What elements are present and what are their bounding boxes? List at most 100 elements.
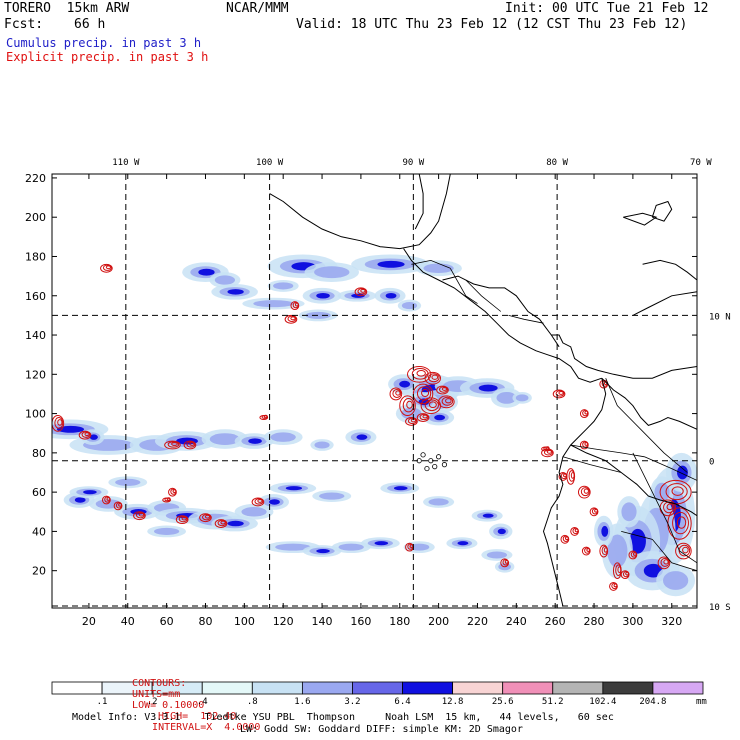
contour-low: LOW= 0.10000: [132, 700, 205, 711]
init-time: Init: 00 UTC Tue 21 Feb 12: [505, 1, 709, 16]
legend-cumulus: Cumulus precip. in past 3 h: [6, 36, 202, 50]
explicit-contour: [105, 265, 111, 270]
y-tick-label: 100: [25, 408, 46, 421]
cumulus-medium-area: [486, 551, 507, 559]
colorbar-swatch: [301, 681, 353, 695]
coastline: [403, 248, 602, 383]
explicit-contour: [220, 520, 226, 525]
coastline: [269, 174, 451, 250]
y-tick-label: 80: [32, 447, 46, 460]
country-border: [562, 456, 622, 473]
colorbar-level-label: .1: [96, 697, 108, 707]
x-tick-label: 80: [198, 615, 212, 628]
explicit-contour: [217, 519, 227, 527]
explicit-contour: [580, 487, 590, 497]
explicit-contour: [577, 485, 591, 499]
colorbar-swatch: [602, 681, 654, 695]
explicit-contour: [632, 552, 637, 556]
explicit-contour: [183, 440, 197, 450]
country-border: [570, 444, 645, 458]
explicit-contour: [354, 287, 368, 297]
explicit-contour: [584, 410, 589, 415]
cumulus-heavy-area: [269, 499, 280, 505]
cumulus-heavy-area: [83, 490, 97, 495]
explicit-contour: [102, 264, 112, 271]
explicit-contour: [254, 498, 264, 505]
cumulus-heavy-area: [497, 528, 506, 535]
coastline: [414, 174, 424, 230]
explicit-contour: [564, 536, 569, 541]
colorbar-level-label: 102.4: [589, 697, 617, 707]
y-tick-label: 120: [25, 368, 46, 381]
explicit-contour: [657, 556, 671, 570]
cumulus-heavy-area: [316, 548, 330, 554]
explicit-contour: [671, 486, 684, 496]
colorbar-level-label: 6.4: [394, 697, 411, 707]
explicit-contour: [574, 528, 579, 533]
coastline: [551, 334, 697, 379]
cumulus-medium-area: [401, 407, 422, 420]
y-tick-label: 160: [25, 290, 46, 303]
cumulus-heavy-area: [56, 425, 85, 433]
colorbar-swatch: [402, 681, 454, 695]
cumulus-medium-area: [515, 394, 529, 402]
explicit-contour: [424, 371, 442, 385]
colorbar-swatch: [51, 681, 103, 695]
cumulus-heavy-area: [227, 289, 244, 295]
explicit-contour: [405, 417, 418, 426]
explicit-contour: [178, 515, 188, 523]
cumulus-medium-area: [273, 282, 294, 290]
colorbar-swatch: [502, 681, 554, 695]
galapagos-island: [420, 452, 426, 458]
cumulus-heavy-area: [377, 260, 405, 268]
cumulus-heavy-area: [374, 541, 389, 546]
legend-explicit: Explicit precip. in past 3 h: [6, 50, 209, 64]
explicit-contour: [133, 511, 146, 521]
explicit-contour: [52, 415, 65, 432]
cumulus-heavy-area: [356, 434, 368, 440]
explicit-contour: [424, 399, 439, 412]
explicit-contour: [545, 446, 550, 450]
org-label: NCAR/MMM: [226, 1, 289, 16]
explicit-contour: [186, 441, 196, 448]
explicit-contour: [660, 557, 670, 567]
country-border: [605, 378, 688, 473]
country-border: [621, 531, 697, 572]
cumulus-heavy-area: [434, 414, 446, 421]
explicit-contour: [431, 374, 439, 380]
cumulus-heavy-area: [285, 486, 303, 491]
cumulus-heavy-area: [677, 465, 688, 480]
explicit-contour: [617, 566, 622, 574]
explicit-contour: [84, 432, 90, 437]
latitude-label: 10 S: [709, 603, 731, 613]
explicit-contour: [441, 396, 454, 406]
explicit-contour: [189, 442, 195, 446]
x-tick-label: 100: [234, 615, 255, 628]
country-border: [632, 452, 697, 564]
explicit-contour: [555, 390, 565, 397]
cumulus-heavy-area: [316, 293, 330, 299]
cumulus-heavy-area: [248, 438, 262, 444]
cumulus-medium-area: [654, 482, 670, 502]
cumulus-medium-area: [428, 498, 449, 506]
explicit-contour: [106, 497, 111, 501]
colorbar-swatch: [452, 681, 504, 695]
galapagos-island: [432, 464, 438, 470]
model-title: TORERO 15km ARW: [4, 1, 130, 16]
contour-interval: INTERVAL=X 4.0000: [152, 722, 261, 733]
colorbar-level-label: 51.2: [541, 697, 564, 707]
explicit-contour: [392, 388, 402, 398]
cumulus-heavy-area: [482, 513, 494, 518]
cumulus-medium-area: [496, 391, 517, 404]
explicit-contour: [584, 442, 589, 446]
explicit-contour: [416, 413, 430, 422]
x-tick-label: 320: [661, 615, 682, 628]
plot-frame: [51, 173, 698, 609]
coastline: [632, 291, 697, 316]
cumulus-heavy-area: [457, 541, 469, 546]
explicit-contour: [181, 516, 187, 521]
cumulus-medium-area: [214, 275, 236, 285]
cumulus-medium-area: [319, 492, 345, 500]
explicit-contour: [676, 516, 687, 529]
explicit-contour: [672, 511, 689, 535]
